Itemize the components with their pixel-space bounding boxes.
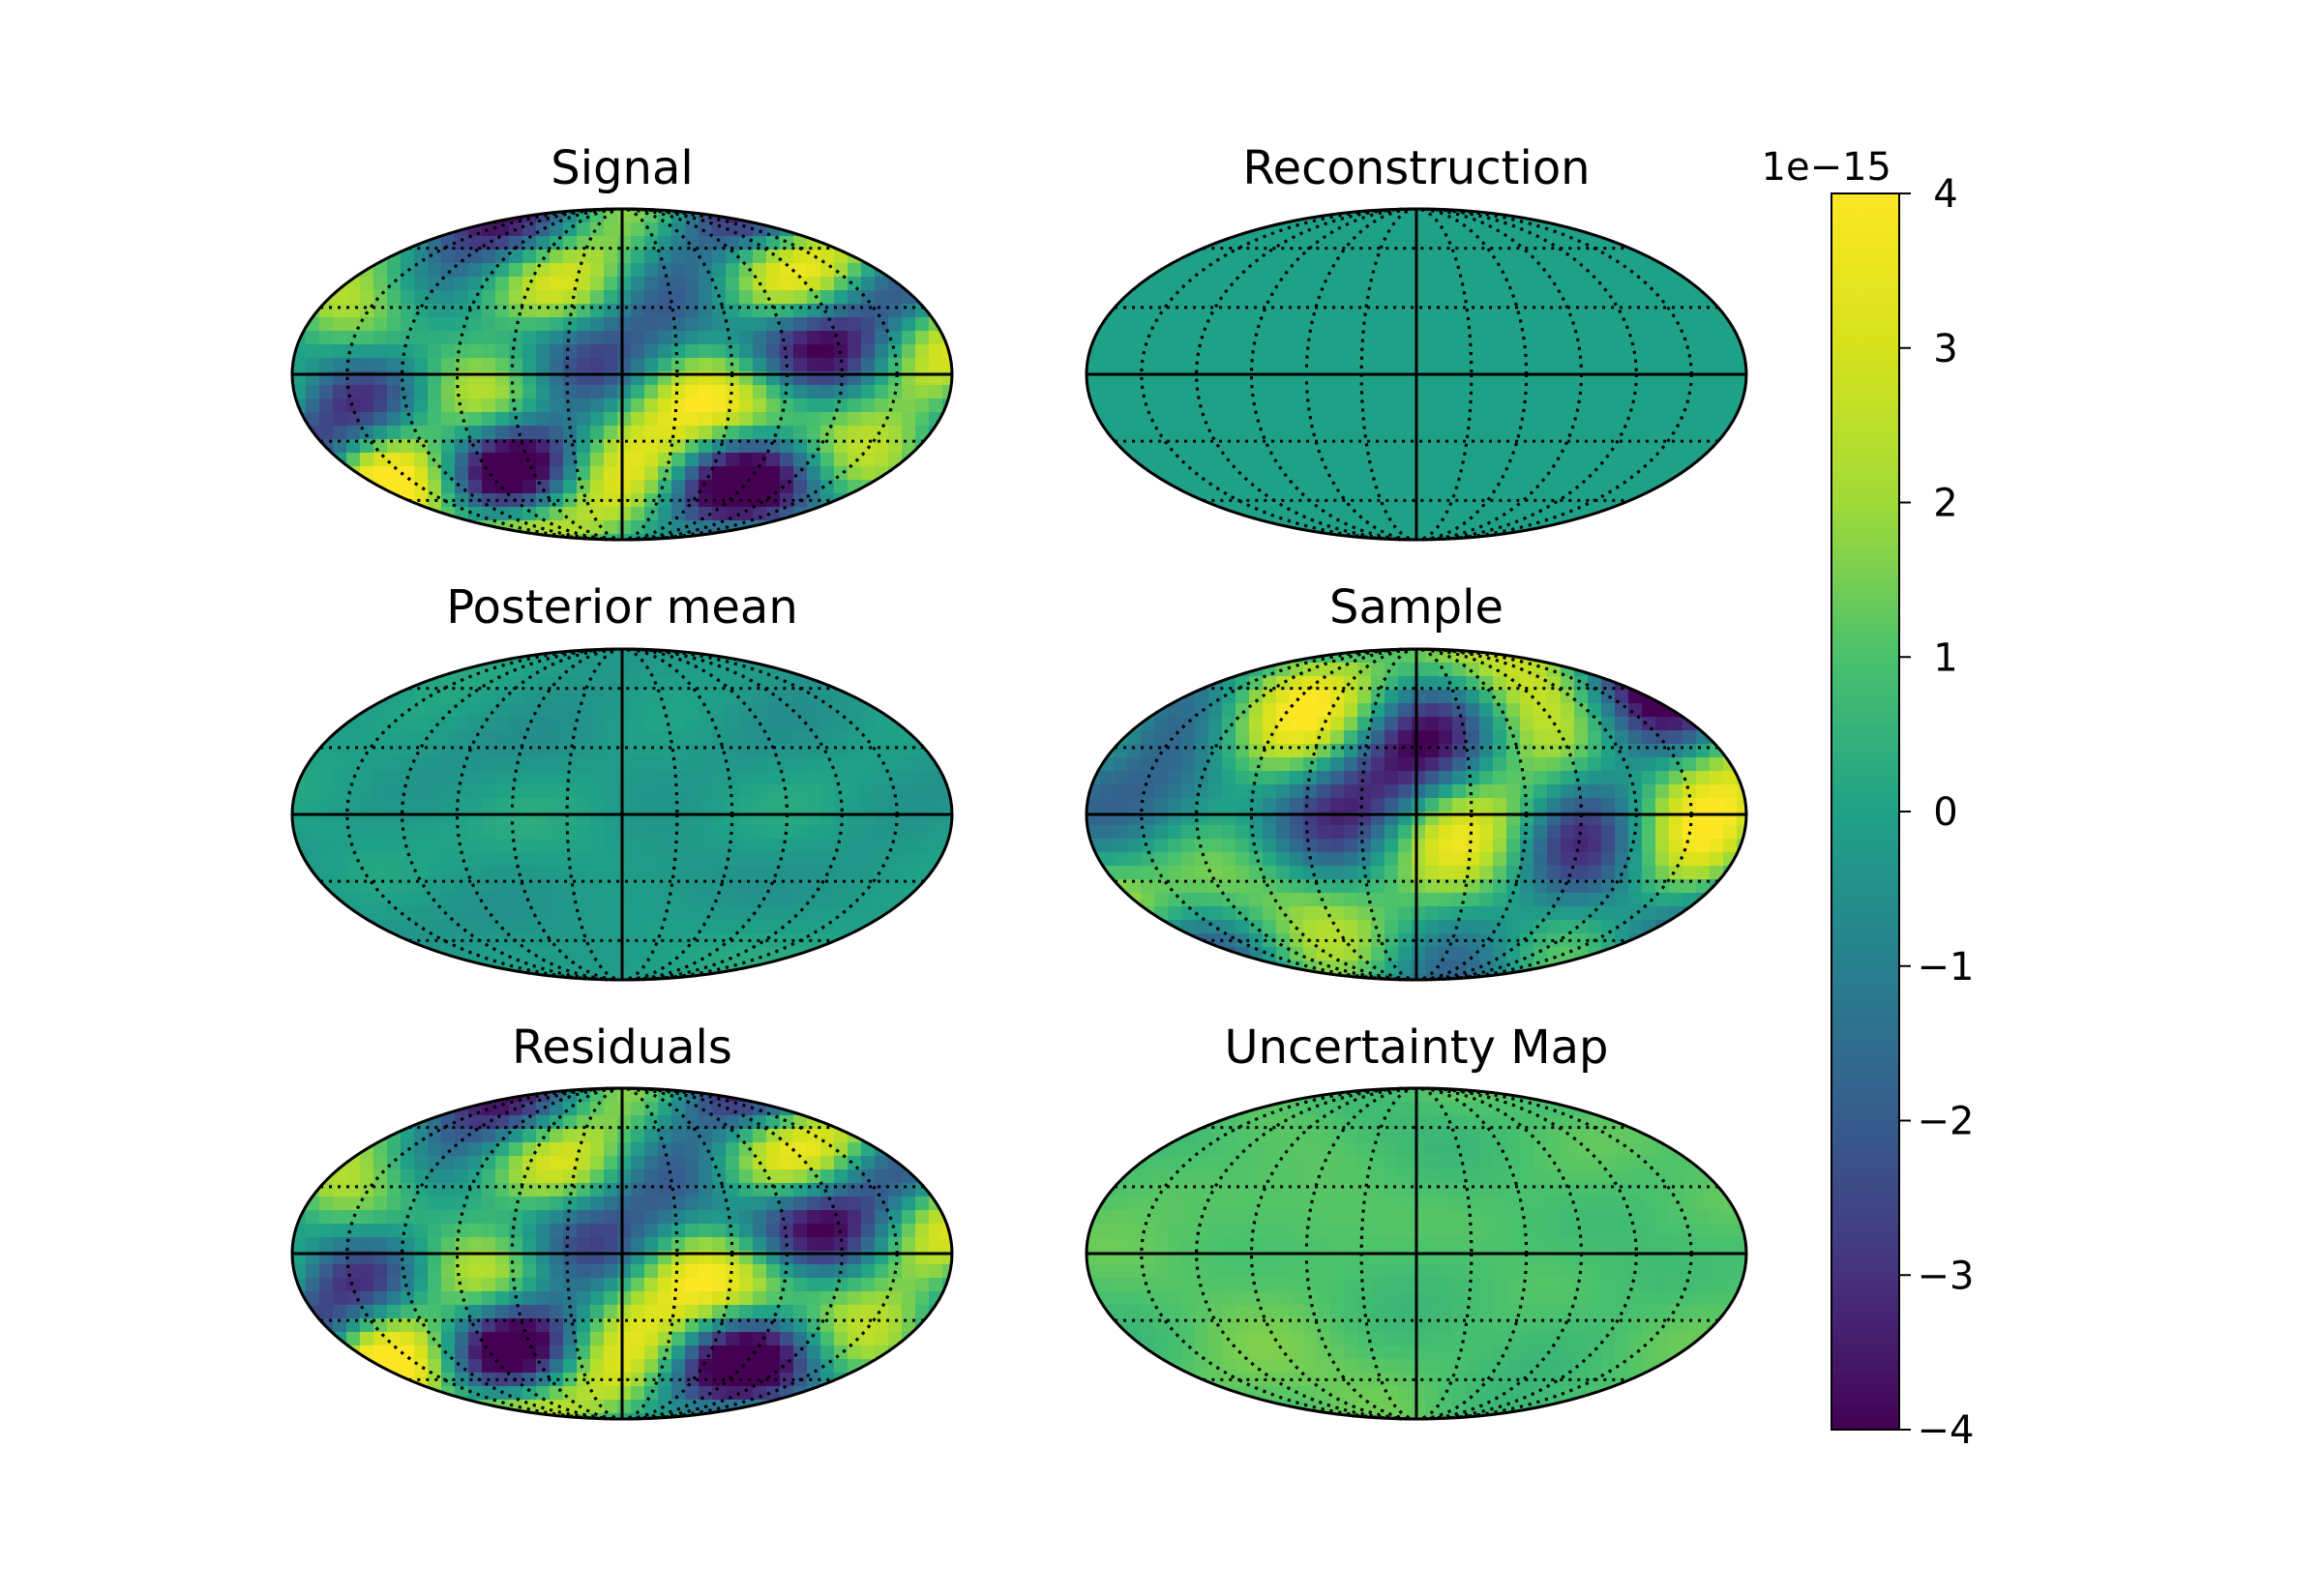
map-outline	[1085, 1086, 1748, 1421]
colorbar-tick-label: −3	[1918, 1254, 1975, 1298]
map-outline	[290, 207, 954, 542]
panel-title-signal: Signal	[551, 141, 693, 195]
heatmap-residuals	[292, 1088, 952, 1419]
map-outline	[1085, 647, 1748, 982]
colorbar-ticks: 4 3 2 1 0 −1 −2 −3 −4	[1899, 172, 1974, 1453]
panel-reconstruction: Reconstruction	[1085, 141, 1748, 542]
colorbar-tick-label: −4	[1918, 1408, 1975, 1453]
colorbar-tick-label: 4	[1933, 172, 1957, 217]
panel-title-posterior-mean: Posterior mean	[446, 580, 798, 635]
graticule-uncertainty-map	[1087, 1086, 1746, 1421]
panel-signal: Signal	[290, 141, 954, 542]
panel-posterior-mean: Posterior mean	[290, 580, 954, 982]
map-outline	[290, 1086, 954, 1421]
heatmap-sample	[1087, 649, 1746, 980]
colorbar: 4 3 2 1 0 −1 −2 −3 −4 1e−15	[1762, 145, 1975, 1453]
panel-residuals: Residuals	[290, 1020, 954, 1421]
colorbar-gradient	[1831, 192, 1900, 1431]
panel-title-residuals: Residuals	[512, 1020, 732, 1075]
colorbar-offset-text: 1e−15	[1762, 145, 1891, 190]
heatmap-signal	[292, 209, 952, 540]
panel-uncertainty-map: Uncertainty Map	[1085, 1020, 1748, 1421]
heatmap-reconstruction	[1087, 209, 1746, 540]
colorbar-tick-label: −2	[1918, 1100, 1975, 1144]
colorbar-tick-label: 3	[1933, 327, 1957, 371]
heatmap-uncertainty-map	[1087, 1088, 1746, 1419]
map-panels: Signal Reconstruction Posterior mean Sample…	[290, 141, 1748, 1421]
colorbar-tick-label: 0	[1933, 790, 1957, 835]
panel-title-sample: Sample	[1329, 580, 1503, 635]
map-outline	[1085, 207, 1748, 542]
map-outline	[290, 647, 954, 982]
heatmap-posterior-mean	[292, 649, 952, 980]
colorbar-tick-label: 1	[1933, 635, 1957, 680]
colorbar-tick-label: −1	[1918, 945, 1975, 990]
colorbar-tick-label: 2	[1933, 482, 1957, 526]
panel-title-reconstruction: Reconstruction	[1242, 141, 1590, 195]
panel-sample: Sample	[1085, 580, 1748, 982]
panel-title-uncertainty-map: Uncertainty Map	[1225, 1020, 1609, 1075]
